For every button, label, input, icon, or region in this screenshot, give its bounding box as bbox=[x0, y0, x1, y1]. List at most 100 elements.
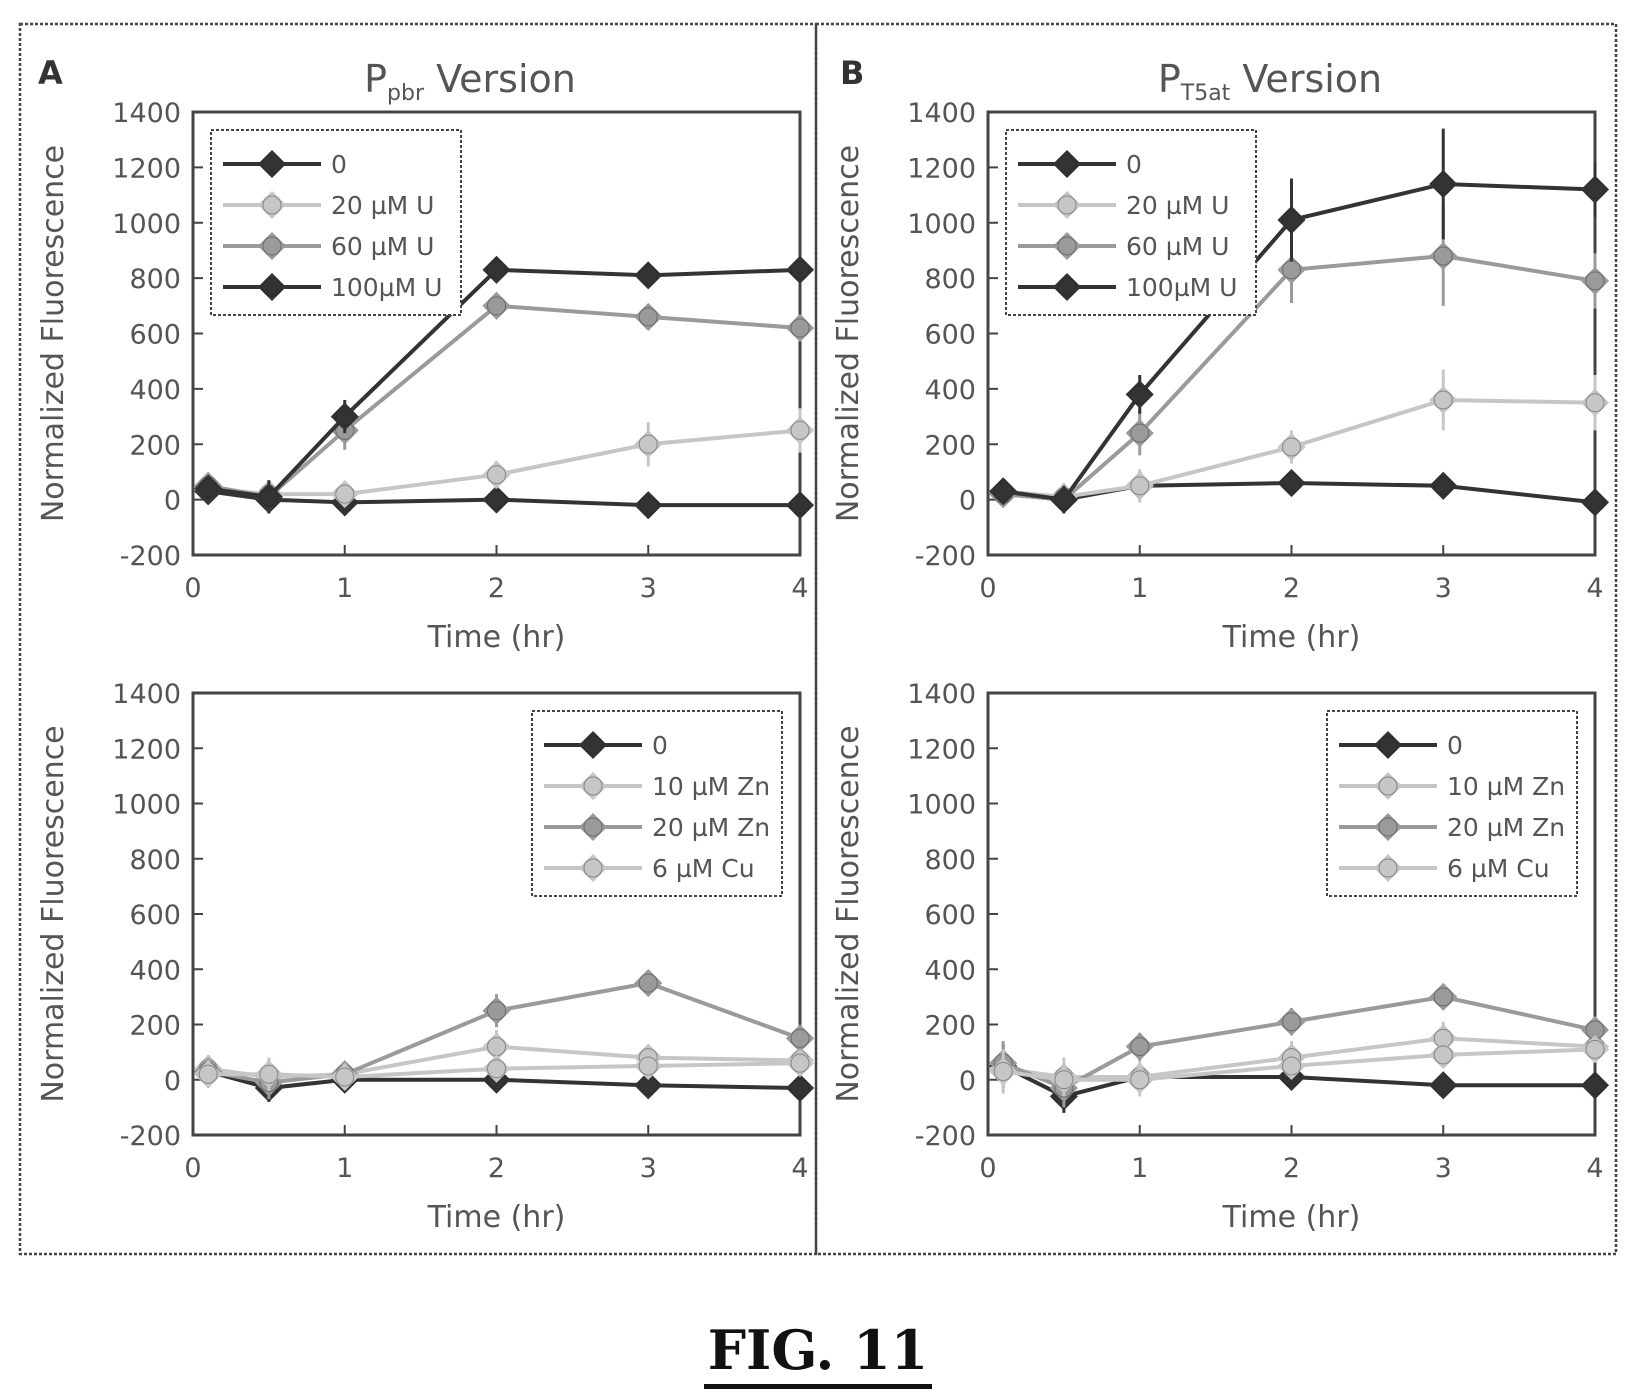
data-point-core bbox=[1433, 1075, 1453, 1095]
y-tick-label: 1400 bbox=[907, 98, 976, 129]
data-point-core bbox=[335, 484, 355, 504]
data-point-core bbox=[487, 1059, 506, 1079]
legend-marker-core bbox=[1378, 735, 1398, 755]
legend-label: 60 µM U bbox=[331, 232, 434, 261]
chart-title-rest: Version bbox=[1230, 57, 1382, 101]
y-tick-label: 200 bbox=[924, 430, 976, 461]
x-tick-label: 1 bbox=[336, 573, 353, 604]
legend-marker-core bbox=[262, 154, 282, 174]
data-point-core bbox=[638, 973, 658, 993]
y-tick-label: 800 bbox=[924, 264, 976, 295]
y-tick-label: 1400 bbox=[112, 98, 181, 129]
legend: 0 10 µM Zn 20 µM Zn 6 µM Cu bbox=[1326, 710, 1578, 897]
y-tick-label: -200 bbox=[120, 541, 181, 572]
panel-letter-b: B bbox=[840, 54, 864, 92]
x-tick-label: 3 bbox=[640, 573, 657, 604]
data-point-core bbox=[638, 307, 658, 327]
y-tick-label: 600 bbox=[129, 320, 181, 351]
data-point-core bbox=[790, 495, 810, 515]
x-tick-label: 4 bbox=[791, 1153, 808, 1184]
legend-marker-core bbox=[1378, 776, 1398, 796]
legend-marker-core bbox=[1057, 236, 1077, 256]
data-point-core bbox=[790, 260, 810, 280]
figure-caption: FIG. 11 bbox=[0, 1318, 1636, 1389]
x-tick-label: 4 bbox=[1586, 1153, 1603, 1184]
x-axis-label: Time (hr) bbox=[427, 620, 566, 655]
data-point-core bbox=[638, 265, 658, 285]
figure-caption-text: FIG. 11 bbox=[703, 1318, 933, 1389]
chart-title-subscript: pbr bbox=[387, 81, 425, 106]
y-tick-label: 600 bbox=[129, 900, 181, 931]
series-line bbox=[1002, 994, 1596, 1091]
y-axis-label: Normalized Fluorescence bbox=[36, 725, 71, 1102]
legend: 0 10 µM Zn 20 µM Zn 6 µM Cu bbox=[531, 710, 783, 897]
legend-marker-core bbox=[1378, 817, 1398, 837]
legend-marker-core bbox=[262, 195, 282, 215]
data-point-core bbox=[638, 1056, 658, 1076]
y-tick-label: 600 bbox=[924, 320, 976, 351]
legend-label: 100µM U bbox=[331, 273, 442, 302]
data-point-core bbox=[1282, 473, 1301, 493]
legend-marker-core bbox=[262, 277, 282, 297]
data-point-core bbox=[1433, 390, 1453, 410]
y-axis-label: Normalized Fluorescence bbox=[36, 145, 71, 522]
legend-marker-core bbox=[583, 858, 603, 878]
legend-label: 100µM U bbox=[1126, 273, 1237, 302]
series-3 bbox=[194, 255, 815, 514]
y-axis-label: Normalized Fluorescence bbox=[831, 145, 866, 522]
data-point-core bbox=[198, 479, 218, 499]
panel-b-frame bbox=[814, 22, 1618, 1256]
x-tick-label: 3 bbox=[640, 1153, 657, 1184]
x-tick-label: 2 bbox=[1283, 573, 1300, 604]
chart-b-top: PT5at Version-20002004006008001000120014… bbox=[831, 57, 1610, 655]
y-tick-label: 800 bbox=[129, 264, 181, 295]
y-axis-label: Normalized Fluorescence bbox=[831, 725, 866, 1102]
y-tick-label: 0 bbox=[164, 486, 181, 517]
legend-label: 0 bbox=[331, 150, 347, 179]
legend-label: 10 µM Zn bbox=[652, 772, 770, 801]
data-point-core bbox=[1130, 384, 1150, 404]
data-point-core bbox=[259, 1064, 279, 1084]
x-tick-label: 4 bbox=[791, 573, 808, 604]
x-tick-label: 1 bbox=[336, 1153, 353, 1184]
y-tick-label: 1200 bbox=[112, 734, 181, 765]
data-point-core bbox=[1282, 1056, 1301, 1076]
data-point-core bbox=[790, 1053, 810, 1073]
data-point-core bbox=[1433, 476, 1453, 496]
x-tick-label: 2 bbox=[488, 1153, 505, 1184]
legend-marker-core bbox=[1057, 154, 1077, 174]
y-tick-label: 200 bbox=[129, 1011, 181, 1042]
y-tick-label: 1200 bbox=[907, 153, 976, 184]
y-tick-label: -200 bbox=[915, 1121, 976, 1152]
charts-group: Ppbr Version-200020040060080010001200140… bbox=[36, 57, 1610, 1235]
data-point-core bbox=[1433, 1045, 1453, 1065]
data-point-core bbox=[259, 487, 279, 507]
x-tick-label: 0 bbox=[979, 1153, 996, 1184]
legend-label: 0 bbox=[1126, 150, 1142, 179]
series-3 bbox=[194, 1049, 815, 1092]
y-tick-label: 800 bbox=[924, 845, 976, 876]
y-tick-label: 1200 bbox=[907, 734, 976, 765]
chart-title-subscript: T5at bbox=[1180, 81, 1231, 106]
chart-title-main: P bbox=[1158, 57, 1181, 101]
data-point-core bbox=[198, 1064, 218, 1084]
chart-title-main: P bbox=[364, 57, 387, 101]
data-point-core bbox=[1585, 1039, 1605, 1059]
series-1 bbox=[989, 369, 1610, 511]
y-tick-label: 1000 bbox=[112, 209, 181, 240]
legend-label: 6 µM Cu bbox=[652, 854, 755, 883]
x-tick-label: 3 bbox=[1435, 573, 1452, 604]
data-point-core bbox=[1585, 1075, 1605, 1095]
data-point-core bbox=[487, 490, 506, 510]
data-point-core bbox=[1130, 1037, 1150, 1057]
chart-title: PT5at Version bbox=[1158, 57, 1382, 106]
x-tick-label: 0 bbox=[979, 573, 996, 604]
data-point-core bbox=[1585, 271, 1605, 291]
y-tick-label: 200 bbox=[129, 430, 181, 461]
data-point-core bbox=[638, 495, 658, 515]
x-tick-label: 0 bbox=[184, 1153, 201, 1184]
data-point-core bbox=[1054, 490, 1074, 510]
x-axis-label: Time (hr) bbox=[427, 1200, 566, 1235]
